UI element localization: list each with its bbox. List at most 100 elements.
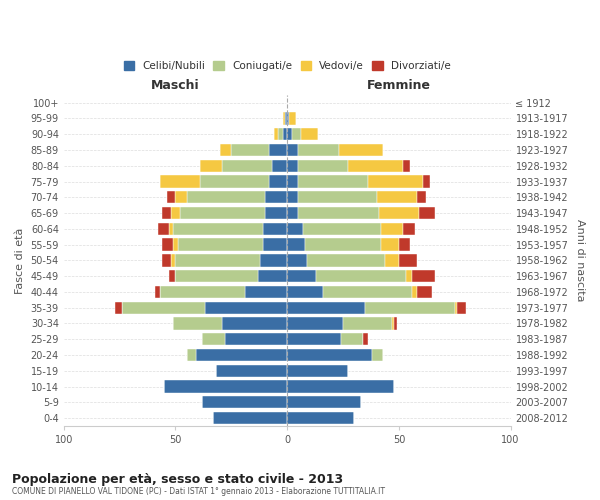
Bar [187, 349, 196, 361]
Bar [169, 222, 173, 235]
Bar [265, 207, 287, 220]
Bar [412, 270, 434, 282]
Bar [365, 302, 455, 314]
Bar [287, 207, 298, 220]
Bar [283, 128, 287, 140]
Bar [287, 128, 292, 140]
Bar [214, 412, 287, 424]
Bar [202, 333, 224, 345]
Bar [287, 112, 289, 124]
Bar [232, 144, 269, 156]
Bar [200, 176, 269, 188]
Bar [419, 207, 434, 220]
Bar [287, 238, 305, 251]
Bar [343, 318, 392, 330]
Bar [287, 380, 394, 392]
Bar [394, 318, 397, 330]
Bar [287, 176, 298, 188]
Bar [403, 160, 410, 172]
Bar [292, 128, 301, 140]
Bar [285, 112, 287, 124]
Bar [287, 333, 341, 345]
Bar [412, 286, 417, 298]
Bar [160, 286, 245, 298]
Bar [363, 333, 368, 345]
Bar [287, 144, 298, 156]
Bar [200, 160, 223, 172]
Bar [223, 318, 287, 330]
Bar [347, 160, 403, 172]
Bar [175, 191, 187, 203]
Bar [289, 112, 296, 124]
Bar [287, 349, 372, 361]
Bar [381, 238, 399, 251]
Bar [377, 191, 417, 203]
Bar [155, 286, 160, 298]
Bar [263, 222, 287, 235]
Bar [392, 318, 394, 330]
Bar [316, 270, 406, 282]
Bar [379, 207, 419, 220]
Bar [381, 222, 403, 235]
Bar [406, 270, 412, 282]
Bar [274, 128, 278, 140]
Bar [224, 333, 287, 345]
Bar [287, 222, 303, 235]
Bar [305, 238, 381, 251]
Bar [269, 144, 287, 156]
Bar [298, 160, 347, 172]
Bar [287, 254, 307, 266]
Bar [169, 270, 175, 282]
Bar [205, 302, 287, 314]
Bar [115, 302, 122, 314]
Bar [287, 318, 343, 330]
Bar [341, 333, 363, 345]
Bar [265, 191, 287, 203]
Text: Maschi: Maschi [151, 78, 200, 92]
Bar [160, 176, 200, 188]
Bar [162, 207, 171, 220]
Bar [260, 254, 287, 266]
Bar [263, 238, 287, 251]
Bar [171, 254, 175, 266]
Bar [424, 176, 430, 188]
Bar [287, 412, 354, 424]
Bar [158, 222, 169, 235]
Bar [399, 254, 417, 266]
Bar [258, 270, 287, 282]
Bar [298, 144, 338, 156]
Text: Popolazione per età, sesso e stato civile - 2013: Popolazione per età, sesso e stato civil… [12, 472, 343, 486]
Text: Femmine: Femmine [367, 78, 431, 92]
Text: COMUNE DI PIANELLO VAL TIDONE (PC) - Dati ISTAT 1° gennaio 2013 - Elaborazione T: COMUNE DI PIANELLO VAL TIDONE (PC) - Dat… [12, 488, 385, 496]
Bar [171, 207, 180, 220]
Bar [173, 318, 223, 330]
Bar [122, 302, 205, 314]
Bar [307, 254, 385, 266]
Bar [162, 254, 171, 266]
Bar [269, 176, 287, 188]
Bar [216, 364, 287, 377]
Bar [298, 207, 379, 220]
Bar [220, 144, 232, 156]
Bar [162, 238, 173, 251]
Bar [457, 302, 466, 314]
Bar [287, 160, 298, 172]
Bar [403, 222, 415, 235]
Bar [287, 396, 361, 408]
Bar [287, 364, 347, 377]
Bar [301, 128, 319, 140]
Bar [385, 254, 399, 266]
Legend: Celibi/Nubili, Coniugati/e, Vedovi/e, Divorziati/e: Celibi/Nubili, Coniugati/e, Vedovi/e, Di… [119, 57, 455, 76]
Y-axis label: Anni di nascita: Anni di nascita [575, 219, 585, 302]
Bar [303, 222, 381, 235]
Bar [338, 144, 383, 156]
Bar [272, 160, 287, 172]
Bar [287, 302, 365, 314]
Bar [167, 191, 175, 203]
Bar [175, 254, 260, 266]
Bar [175, 270, 258, 282]
Bar [455, 302, 457, 314]
Bar [278, 128, 283, 140]
Bar [399, 238, 410, 251]
Bar [287, 286, 323, 298]
